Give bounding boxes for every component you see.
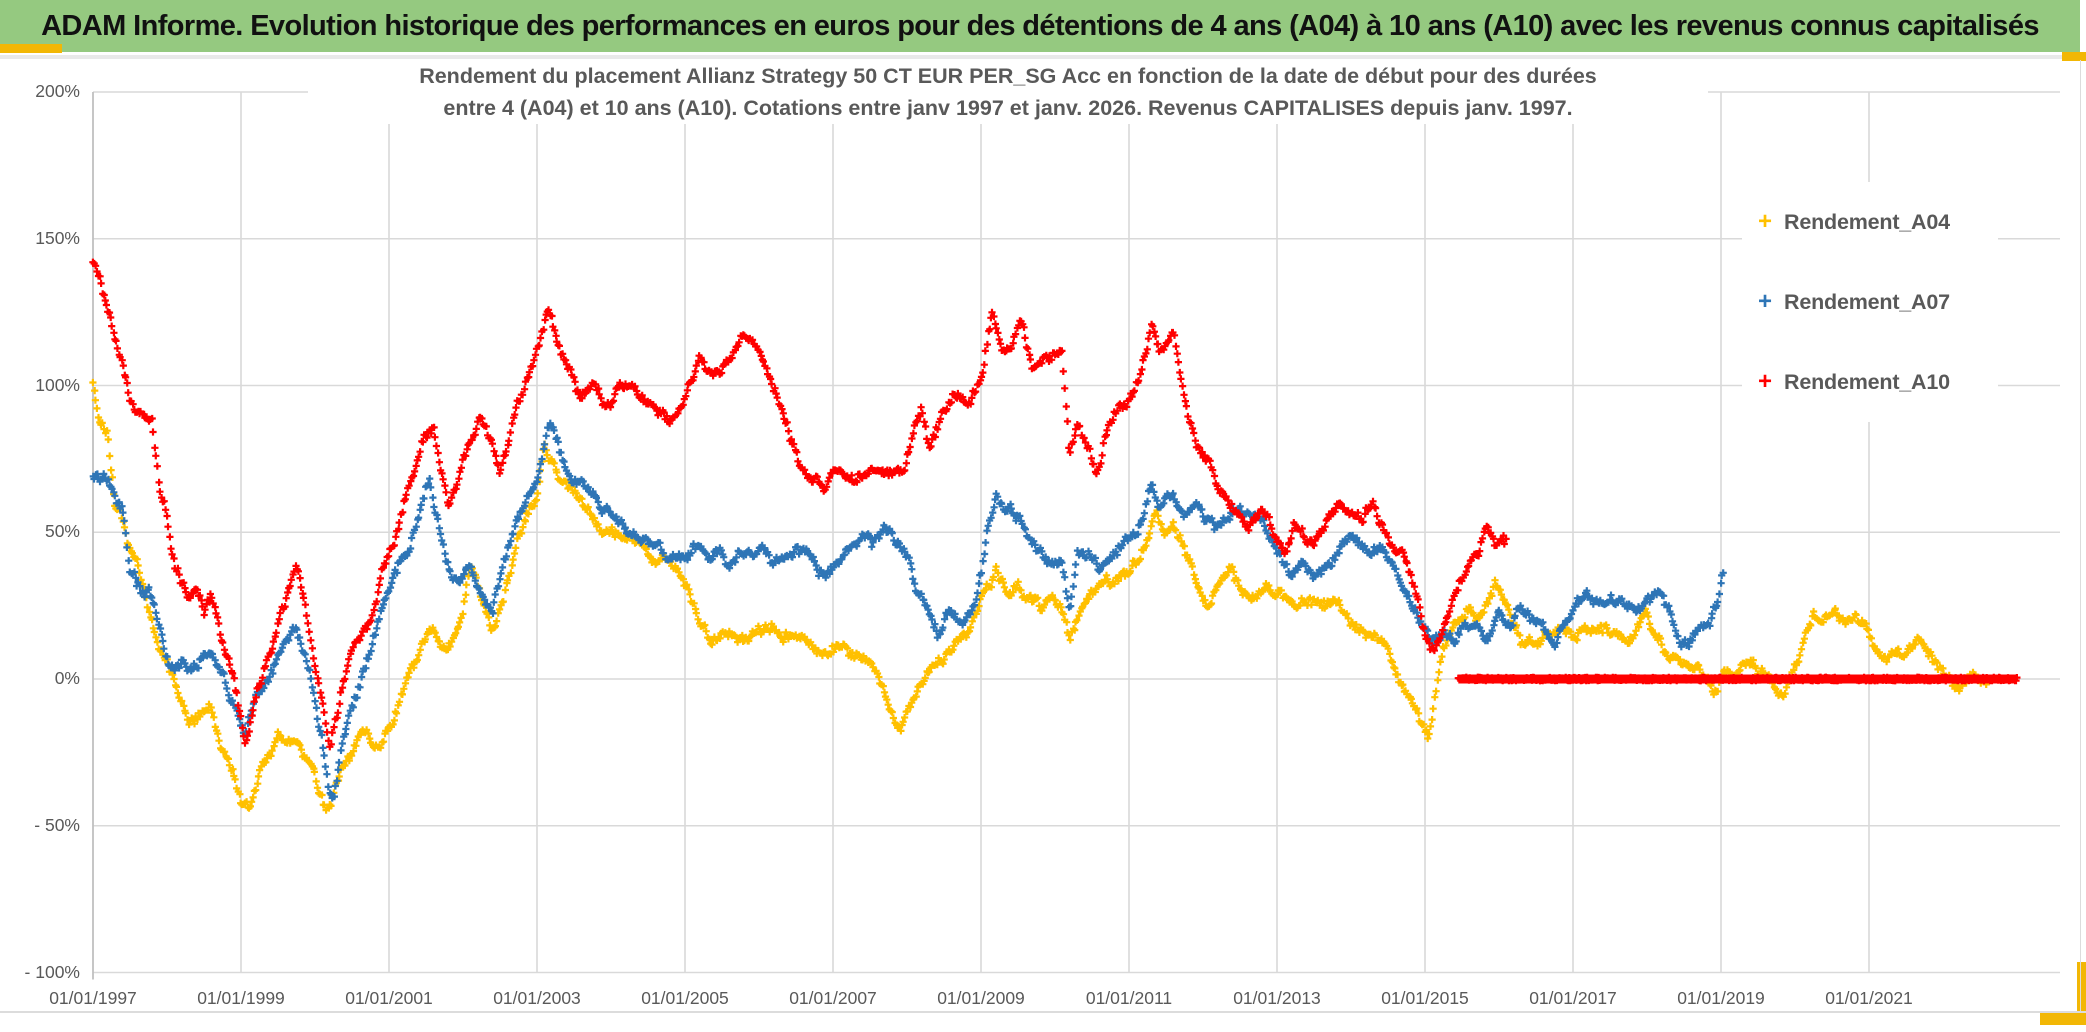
x-tick-label-2011: 01/01/2011 bbox=[1085, 988, 1173, 1008]
gold-accent-bottom-left bbox=[0, 44, 62, 53]
chart-title-line2: entre 4 (A04) et 10 ans (A10). Cotations… bbox=[443, 96, 1573, 120]
x-tick-label-2015: 01/01/2015 bbox=[1381, 988, 1469, 1008]
x-tick-label-2017: 01/01/2017 bbox=[1529, 988, 1617, 1008]
gold-accent-bottom-right-horizontal bbox=[2040, 1012, 2086, 1025]
legend-label: Rendement_A10 bbox=[1784, 369, 1950, 394]
x-tick-label-1997: 01/01/1997 bbox=[49, 988, 137, 1008]
legend-plus-marker-icon: + bbox=[1758, 288, 1773, 315]
series-Rendement_A04 bbox=[89, 378, 1990, 814]
x-tick-label-2005: 01/01/2005 bbox=[641, 988, 729, 1008]
gold-accent-top-right bbox=[2062, 52, 2086, 61]
series-Rendement_A10 bbox=[89, 258, 1510, 751]
page-right-border bbox=[2080, 60, 2081, 1012]
y-tick-label--100: - 100% bbox=[24, 961, 80, 982]
y-tick-label-0: 0% bbox=[54, 668, 80, 688]
x-tick-label-2021: 01/01/2021 bbox=[1825, 988, 1913, 1008]
y-tick-label-150: 150% bbox=[35, 227, 80, 248]
series-Rendement_A07 bbox=[89, 419, 1727, 802]
legend-label: Rendement_A04 bbox=[1784, 209, 1950, 234]
header-underline bbox=[0, 55, 2086, 59]
legend-plus-marker-icon: + bbox=[1758, 368, 1773, 395]
chart-title: Rendement du placement Allianz Strategy … bbox=[308, 60, 1708, 124]
gold-accent-bottom-right-vertical bbox=[2077, 962, 2086, 1025]
y-tick-label-200: 200% bbox=[35, 81, 80, 101]
legend-item-Rendement_A04: + Rendement_A04 bbox=[1742, 182, 1998, 262]
x-tick-label-2019: 01/01/2019 bbox=[1677, 988, 1765, 1008]
y-tick-label-50: 50% bbox=[44, 521, 80, 542]
series-Rendement_A10-flat-zero-markers bbox=[1454, 673, 2021, 685]
legend-item-Rendement_A10: + Rendement_A10 bbox=[1742, 342, 1998, 422]
x-tick-label-1999: 01/01/1999 bbox=[197, 988, 285, 1008]
chart-legend: + Rendement_A04 + Rendement_A07 + Rendement_A… bbox=[1742, 182, 1998, 422]
x-tick-label-2001: 01/01/2001 bbox=[345, 988, 433, 1008]
x-tick-label-2013: 01/01/2013 bbox=[1233, 988, 1321, 1008]
legend-label: Rendement_A07 bbox=[1784, 289, 1950, 314]
x-tick-label-2003: 01/01/2003 bbox=[493, 988, 581, 1008]
legend-plus-marker-icon: + bbox=[1758, 208, 1773, 235]
y-tick-label--50: - 50% bbox=[34, 814, 80, 835]
legend-item-Rendement_A07: + Rendement_A07 bbox=[1742, 262, 1998, 342]
chart-title-line1: Rendement du placement Allianz Strategy … bbox=[419, 64, 1597, 88]
page-bottom-border bbox=[0, 1011, 2086, 1013]
x-tick-label-2009: 01/01/2009 bbox=[937, 988, 1025, 1008]
header-bar: ADAM Informe. Evolution historique des p… bbox=[0, 0, 2080, 52]
y-tick-label-100: 100% bbox=[35, 374, 80, 395]
x-tick-label-2007: 01/01/2007 bbox=[789, 988, 877, 1008]
page-title: ADAM Informe. Evolution historique des p… bbox=[41, 9, 2039, 42]
